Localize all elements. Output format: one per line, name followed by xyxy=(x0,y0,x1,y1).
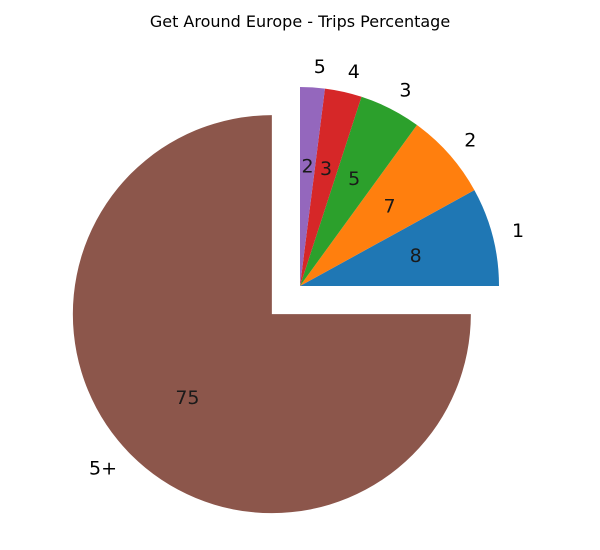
category-label: 4 xyxy=(348,61,360,83)
category-label: 5+ xyxy=(89,457,117,479)
pie-slice-5-plus xyxy=(72,115,471,514)
value-label: 2 xyxy=(301,155,313,177)
category-label: 1 xyxy=(512,220,524,242)
pie-slices xyxy=(72,87,499,514)
pie-slice-3 xyxy=(300,96,417,287)
pie-slice-5 xyxy=(300,87,325,286)
value-label: 3 xyxy=(320,158,332,180)
category-label: 3 xyxy=(399,79,411,101)
value-label: 8 xyxy=(410,245,422,267)
category-label: 2 xyxy=(464,130,476,152)
value-label: 75 xyxy=(175,387,199,409)
pie-slice-1 xyxy=(300,190,499,286)
value-label: 7 xyxy=(384,196,396,218)
category-label: 5 xyxy=(314,56,326,78)
value-label: 5 xyxy=(348,168,360,190)
pie-slice-2 xyxy=(300,125,475,286)
chart-title: Get Around Europe - Trips Percentage xyxy=(149,12,451,31)
pie-slice-4 xyxy=(300,88,362,286)
